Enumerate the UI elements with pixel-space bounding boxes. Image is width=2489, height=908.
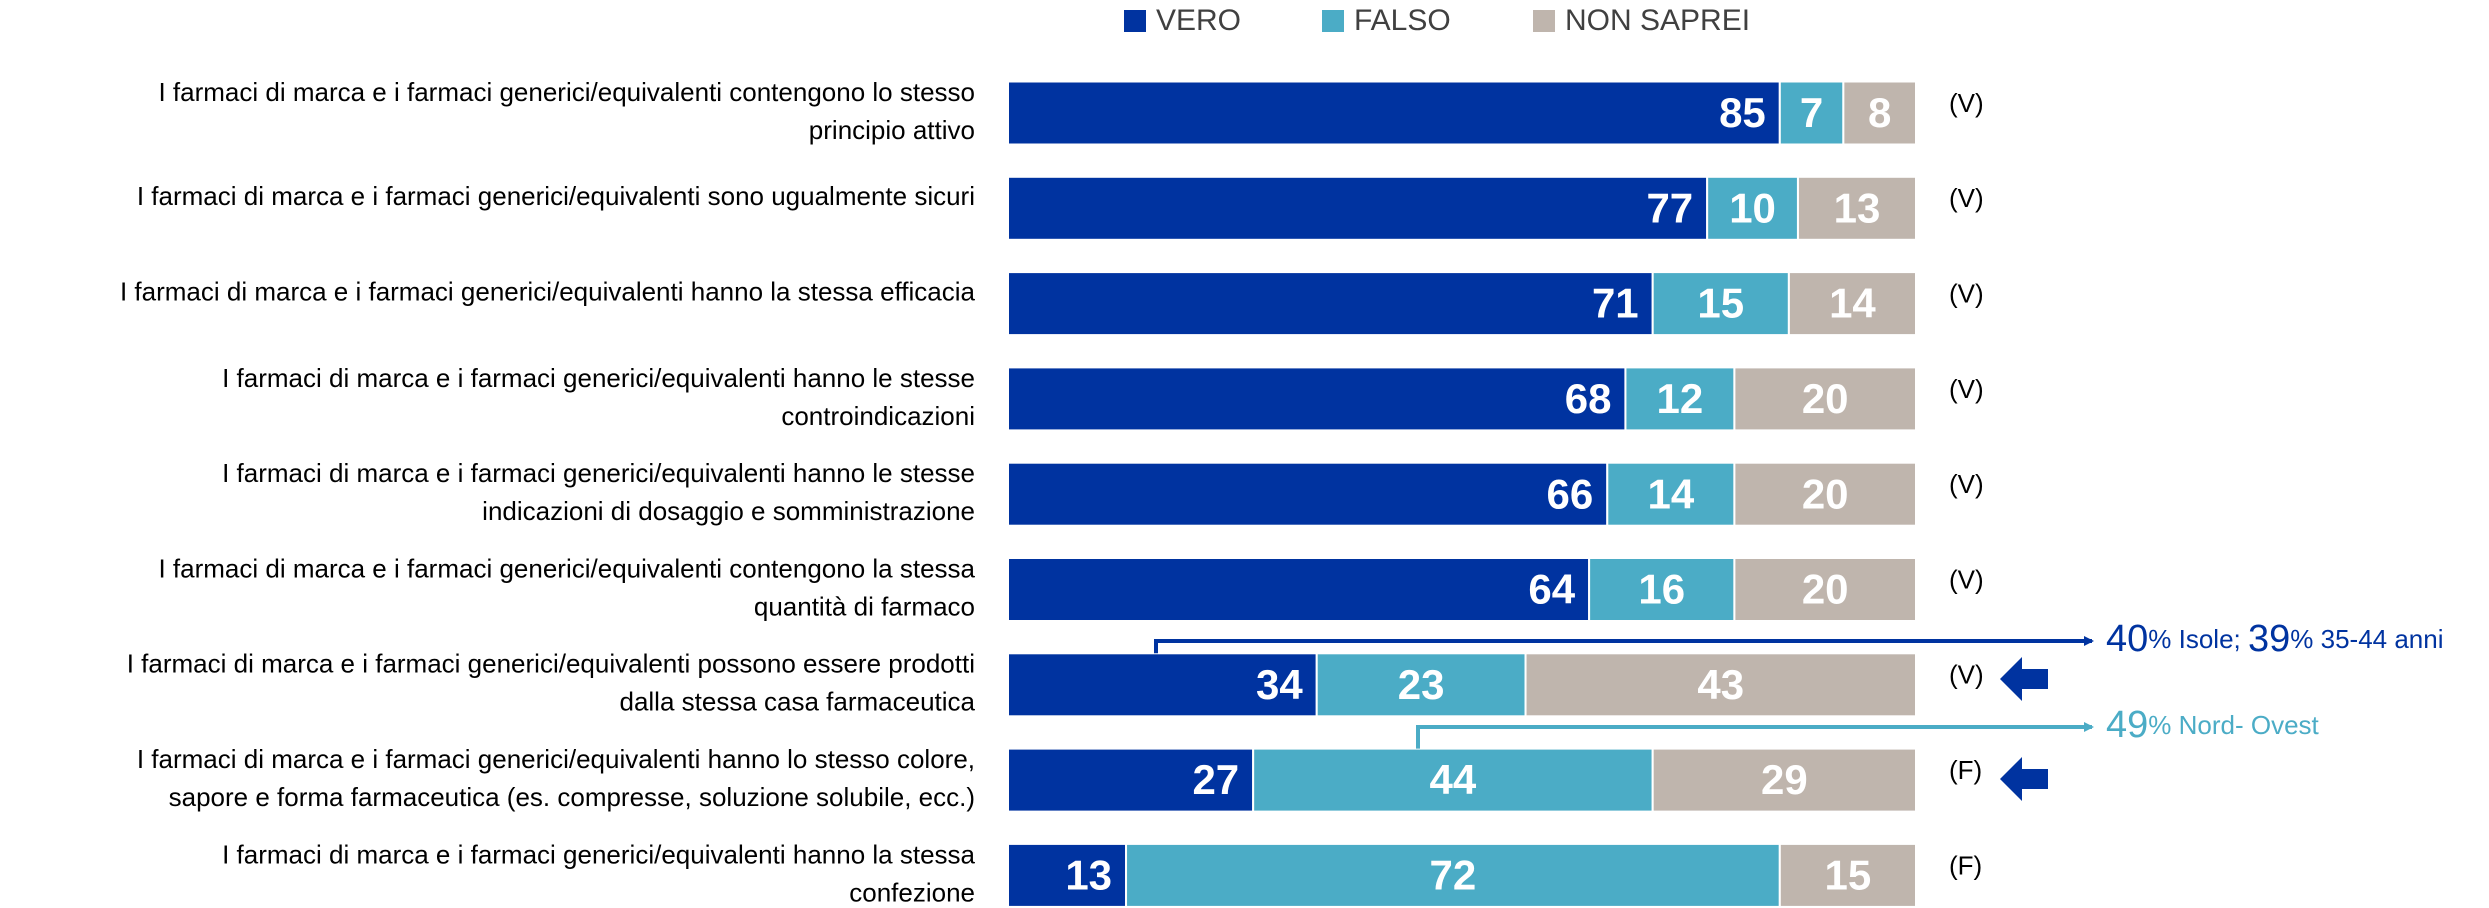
callout-line xyxy=(1154,636,2094,654)
category-label: quantità di farmaco xyxy=(754,591,975,621)
category-label: I farmaci di marca e i farmaci generici/… xyxy=(222,458,975,488)
category-label: I farmaci di marca e i farmaci generici/… xyxy=(137,181,975,211)
bar-segment xyxy=(1733,366,1918,432)
legend-label: VERO xyxy=(1156,4,1241,37)
value-label: 20 xyxy=(1802,470,1849,517)
bar-segment xyxy=(1007,80,1781,146)
value-label: 8 xyxy=(1868,89,1891,136)
annotation-part: % Nord- Ovest xyxy=(2148,710,2319,740)
value-label: 13 xyxy=(1834,184,1881,231)
value-label: 20 xyxy=(1802,375,1849,422)
value-label: 10 xyxy=(1729,184,1776,231)
category-label: confezione xyxy=(849,877,975,907)
category-label: I farmaci di marca e i farmaci generici/… xyxy=(137,744,975,774)
value-label: 14 xyxy=(1647,470,1694,517)
bar-segment xyxy=(1706,175,1799,241)
legend-label: FALSO xyxy=(1354,4,1451,37)
category-label: principio attivo xyxy=(809,115,975,145)
value-label: 72 xyxy=(1430,851,1477,898)
annotation-part: 39 xyxy=(2248,618,2290,660)
category-label: dalla stessa casa farmaceutica xyxy=(619,687,975,717)
value-label: 66 xyxy=(1547,470,1594,517)
legend-swatch xyxy=(1124,10,1146,32)
value-label: 15 xyxy=(1825,851,1872,898)
bar-segment xyxy=(1007,175,1709,241)
answer-label: (V) xyxy=(1949,469,1984,499)
bar-segment xyxy=(1624,366,1736,432)
bar-segment xyxy=(1733,557,1918,622)
answer-label: (F) xyxy=(1949,755,1982,785)
bar-segment xyxy=(1842,80,1917,146)
category-label: indicazioni di dosaggio e somministrazio… xyxy=(482,496,975,526)
answer-label: (V) xyxy=(1949,374,1984,404)
bar-segment xyxy=(1787,271,1918,337)
answer-label: (V) xyxy=(1949,88,1984,118)
annotation-part: % 35-44 anni xyxy=(2290,624,2443,654)
callout-line xyxy=(1416,722,2094,749)
category-label: sapore e forma farmaceutica (es. compres… xyxy=(169,782,975,812)
value-label: 13 xyxy=(1065,851,1112,898)
bar-segment xyxy=(1524,652,1918,718)
category-label: I farmaci di marca e i farmaci generici/… xyxy=(222,363,975,393)
legend-label: NON SAPREI xyxy=(1565,4,1750,37)
bar-segment xyxy=(1007,747,1255,813)
category-label: I farmaci di marca e i farmaci generici/… xyxy=(158,553,975,583)
bar-segment xyxy=(1252,747,1654,813)
bar-segment xyxy=(1651,271,1790,337)
bar-segment xyxy=(1606,461,1736,527)
bar-segment xyxy=(1007,557,1591,622)
annotation: 49% Nord- Ovest xyxy=(2106,704,2320,746)
bar-segment xyxy=(1778,842,1918,908)
bar-segment xyxy=(1733,461,1918,527)
legend-swatch xyxy=(1533,10,1555,32)
value-label: 29 xyxy=(1761,756,1808,803)
answer-label: (V) xyxy=(1949,278,1984,308)
annotation-part: 40 xyxy=(2106,618,2148,660)
value-label: 71 xyxy=(1592,280,1639,327)
value-label: 64 xyxy=(1528,566,1575,613)
value-label: 12 xyxy=(1657,375,1704,422)
bar-segment xyxy=(1125,842,1781,908)
answer-label: (V) xyxy=(1949,660,1984,690)
answer-label: (V) xyxy=(1949,564,1984,594)
value-label: 15 xyxy=(1697,280,1744,327)
bar-segment xyxy=(1007,652,1318,718)
value-label: 85 xyxy=(1719,89,1766,136)
category-label: I farmaci di marca e i farmaci generici/… xyxy=(222,839,975,869)
category-label: I farmaci di marca e i farmaci generici/… xyxy=(158,77,975,107)
annotation-part: 49 xyxy=(2106,704,2148,746)
legend-swatch xyxy=(1322,10,1344,32)
category-label: I farmaci di marca e i farmaci generici/… xyxy=(120,276,976,306)
bar-segment xyxy=(1651,747,1918,813)
value-label: 27 xyxy=(1192,756,1239,803)
value-label: 7 xyxy=(1800,89,1823,136)
bar-segment xyxy=(1007,842,1128,908)
value-label: 77 xyxy=(1646,184,1693,231)
value-label: 14 xyxy=(1829,280,1876,327)
bar-segment xyxy=(1007,271,1654,337)
category-label: controindicazioni xyxy=(781,401,975,431)
value-label: 23 xyxy=(1398,661,1445,708)
category-label: I farmaci di marca e i farmaci generici/… xyxy=(127,649,975,679)
bar-segment xyxy=(1007,366,1627,432)
value-label: 44 xyxy=(1430,756,1477,803)
value-label: 43 xyxy=(1697,661,1744,708)
value-label: 20 xyxy=(1802,566,1849,613)
value-label: 68 xyxy=(1565,375,1612,422)
annotation: 40% Isole; 39% 35-44 anni xyxy=(2106,618,2444,660)
bar-segment xyxy=(1007,461,1609,527)
answer-label: (F) xyxy=(1949,850,1982,880)
value-label: 16 xyxy=(1638,566,1685,613)
bar-segment xyxy=(1796,175,1917,241)
annotation-part: % Isole; xyxy=(2148,624,2248,654)
value-label: 34 xyxy=(1256,661,1303,708)
bar-segment xyxy=(1778,80,1845,146)
bar-segment xyxy=(1315,652,1527,718)
highlight-arrow xyxy=(2000,757,2048,801)
highlight-arrow xyxy=(2000,657,2048,701)
answer-label: (V) xyxy=(1949,183,1984,213)
